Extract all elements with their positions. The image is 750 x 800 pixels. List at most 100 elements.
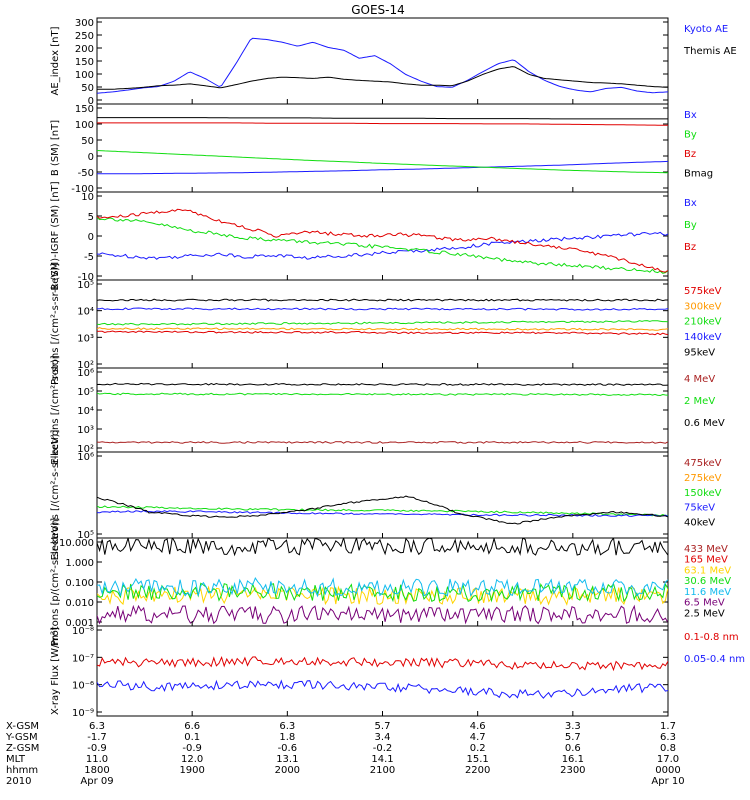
legend-label: 2 MeV: [684, 396, 715, 407]
panel-frame: [96, 451, 669, 539]
y-tick-label: 0.001: [65, 618, 94, 629]
y-tick-label: 150: [75, 57, 94, 68]
legend-label: By: [684, 129, 697, 140]
y-tick-label: -5: [84, 252, 94, 263]
legend-label: Bmag: [684, 168, 713, 179]
time-axis-row-label: MLT: [6, 754, 26, 765]
series-line-bx: [97, 231, 668, 260]
time-axis-value: Apr 09: [80, 776, 113, 787]
y-tick-label: 50: [81, 136, 94, 147]
y-tick-label: 10³: [77, 425, 94, 436]
y-axis-label: Protons [p/(cm²-s-sr-keV)]: [50, 518, 61, 646]
legend-label: 6.5 MeV: [684, 598, 725, 609]
legend-label: Bx: [684, 110, 697, 121]
time-axis-value: 4.7: [470, 732, 486, 743]
legend-label: 140keV: [684, 332, 722, 343]
time-axis-value: -1.7: [87, 732, 107, 743]
legend-label: 63.1 MeV: [684, 565, 731, 576]
panel-3: 10 5 0 -5 -10 B (SM)-IGRF (SM) [nT] Bx By Bz: [50, 181, 697, 290]
time-axis-value: 0.6: [565, 743, 581, 754]
y-tick-label: 10²: [77, 444, 94, 455]
panel-1: 300 250 200 150 100 50 0 AE_index [nT] Kyoto AE T…: [50, 17, 737, 107]
legend-label: 300keV: [684, 301, 722, 312]
y-tick-label: 10: [81, 192, 94, 203]
panel-6: 10⁶ 10⁵ Electrons [/(cm²-s-sr-keV)] 475keV 2…: [50, 430, 722, 561]
time-axis-value: 2200: [465, 765, 490, 776]
time-axis-value: 6.3: [279, 721, 295, 732]
legend-label: 0.1-0.8 nm: [684, 632, 739, 643]
legend-label: 4 MeV: [684, 374, 715, 385]
time-axis-value: 0.1: [184, 732, 200, 743]
y-tick-label: 1.000: [65, 558, 94, 569]
y-axis-label: AE_index [nT]: [50, 26, 61, 95]
time-axis-value: 11.0: [86, 754, 108, 765]
series-line-by: [97, 150, 668, 174]
series-line-bx: [97, 160, 668, 175]
y-tick-label: 10⁴: [77, 406, 94, 417]
legend-label: 2.5 MeV: [684, 608, 725, 619]
y-tick-label: 50: [81, 83, 94, 94]
series-line-2-5-mev: [97, 538, 668, 557]
y-tick-label: -50: [78, 168, 94, 179]
legend-label: 11.6 MeV: [684, 587, 731, 598]
time-axis-value: 0.8: [660, 743, 676, 754]
panel-7: 10.000 1.000 0.100 0.010 0.001 Protons [p/(cm…: [50, 518, 731, 646]
y-tick-label: 10²: [77, 360, 94, 371]
series-line-bmag: [97, 117, 668, 120]
legend-label: 0.05-0.4 nm: [684, 654, 745, 665]
y-axis-label: Electrons [/(cm²-s-sr)]: [50, 355, 61, 464]
legend-label: Bz: [684, 149, 696, 160]
series-line-themis-ae: [97, 66, 668, 90]
time-axis-value: 12.0: [181, 754, 203, 765]
time-axis-value: -0.9: [87, 743, 107, 754]
y-tick-label: 10⁵: [77, 387, 94, 398]
time-axis-row-label: X-GSM: [6, 721, 39, 732]
series-line-0-6-mev: [97, 382, 668, 386]
legend-label: 150keV: [684, 488, 722, 499]
time-axis-value: 17.0: [657, 754, 679, 765]
y-tick-label: 0: [88, 96, 94, 107]
legend-label: 475keV: [684, 458, 722, 469]
time-axis-value: 1900: [179, 765, 204, 776]
time-axis-value: 4.6: [470, 721, 486, 732]
series-line-40kev: [97, 495, 668, 525]
time-axis-value: 13.1: [276, 754, 298, 765]
time-axis-value: 5.7: [375, 721, 391, 732]
time-axis-row-label: 2010: [6, 776, 31, 787]
legend-label: Kyoto AE: [684, 24, 728, 35]
time-axis-value: 0000: [655, 765, 680, 776]
time-axis-row-label: Y-GSM: [5, 732, 38, 743]
legend-label: Themis AE: [683, 46, 737, 57]
y-tick-label: 250: [75, 31, 94, 42]
y-tick-label: 10⁻⁶: [72, 681, 94, 692]
legend-label: 75keV: [684, 503, 715, 514]
y-tick-label: 10⁵: [77, 280, 94, 291]
series-line-kyoto-ae: [97, 37, 668, 94]
time-axis-value: 2100: [370, 765, 395, 776]
legend-label: 0.6 MeV: [684, 418, 725, 429]
time-axis-value: 15.1: [467, 754, 489, 765]
y-tick-label: 300: [75, 18, 94, 29]
series-line-2-mev: [97, 392, 668, 397]
y-tick-label: 10³: [77, 333, 94, 344]
time-axis-value: 5.7: [565, 732, 581, 743]
series-line-300kev: [97, 327, 668, 331]
y-tick-label: 10⁶: [77, 452, 94, 463]
series-line-11-6-mev: [97, 577, 668, 598]
series-line-95kev: [97, 298, 668, 302]
y-tick-label: 10.000: [59, 538, 94, 549]
legend-label: 165 MeV: [684, 555, 728, 566]
time-axis-value: -0.6: [278, 743, 298, 754]
y-tick-label: 10⁶: [77, 368, 94, 379]
series-line-4-mev: [97, 440, 668, 444]
time-axis-row-label: Z-GSM: [6, 743, 39, 754]
legend-label: 275keV: [684, 473, 722, 484]
legend-label: 575keV: [684, 286, 722, 297]
time-axis-value: 1.7: [660, 721, 676, 732]
y-tick-label: 10⁻⁸: [72, 626, 94, 637]
legend-label: Bx: [684, 198, 697, 209]
series-line-75kev: [97, 509, 668, 517]
series-line-bz: [97, 208, 668, 273]
